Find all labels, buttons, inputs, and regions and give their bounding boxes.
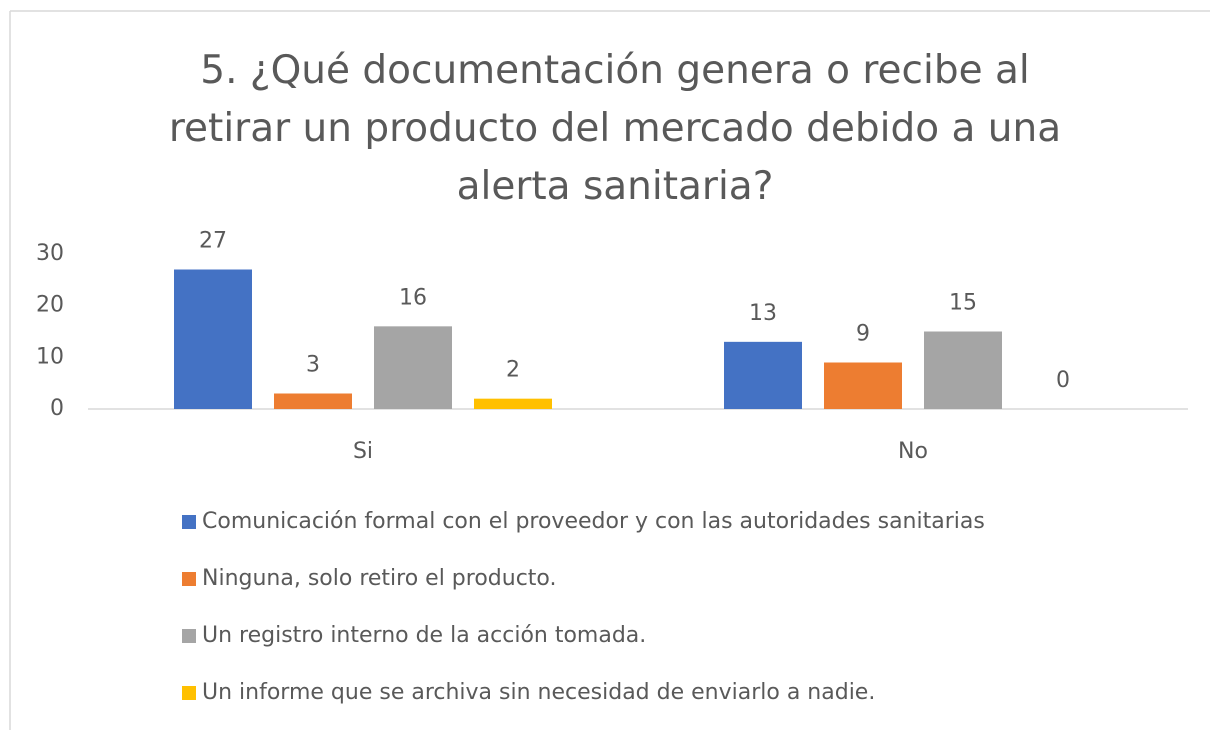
bar xyxy=(374,326,452,409)
y-tick-label: 0 xyxy=(50,396,64,421)
legend-label: Ninguna, solo retiro el producto. xyxy=(202,566,557,591)
legend-label: Un informe que se archiva sin necesidad … xyxy=(202,680,875,705)
legend-swatch xyxy=(182,572,196,586)
data-label: 13 xyxy=(749,301,777,326)
legend-label: Un registro interno de la acción tomada. xyxy=(202,623,646,648)
data-label: 9 xyxy=(856,322,870,347)
y-tick-label: 20 xyxy=(36,293,64,318)
y-tick-label: 10 xyxy=(36,344,64,369)
bar xyxy=(824,362,902,409)
bar xyxy=(174,269,252,409)
data-label: 27 xyxy=(199,229,227,254)
bar xyxy=(924,331,1002,409)
data-label: 2 xyxy=(506,358,520,383)
x-tick-label: Si xyxy=(353,439,373,464)
legend-swatch xyxy=(182,515,196,529)
bar xyxy=(724,341,802,409)
x-tick-label: No xyxy=(898,439,928,464)
legend-label: Comunicación formal con el proveedor y c… xyxy=(202,509,985,534)
y-tick-label: 30 xyxy=(36,241,64,266)
data-label: 15 xyxy=(949,291,977,316)
bar xyxy=(274,393,352,409)
data-label: 0 xyxy=(1056,368,1070,393)
bar xyxy=(474,398,552,409)
legend-swatch xyxy=(182,686,196,700)
data-label: 16 xyxy=(399,285,427,310)
chart-title: 5. ¿Qué documentación genera o recibe al… xyxy=(168,48,1062,209)
data-label: 3 xyxy=(306,353,320,378)
legend-swatch xyxy=(182,629,196,643)
